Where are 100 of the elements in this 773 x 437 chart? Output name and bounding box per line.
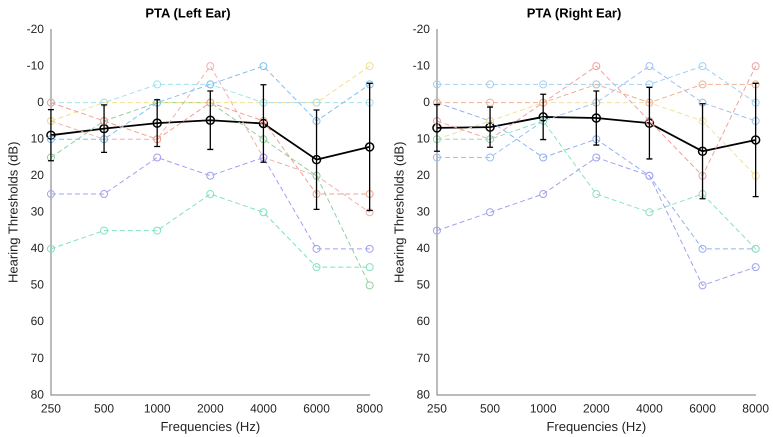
- point: [752, 116, 760, 125]
- point: [752, 263, 760, 272]
- point: [486, 208, 494, 216]
- y-tick-label: -10: [26, 58, 44, 72]
- point: [752, 98, 760, 107]
- point: [698, 116, 707, 125]
- point: [752, 172, 760, 180]
- y-tick-label: -20: [412, 22, 430, 36]
- y-tick-label: 20: [416, 168, 430, 182]
- x-tick-label: 500: [480, 402, 500, 416]
- point: [698, 146, 708, 156]
- point: [206, 172, 214, 180]
- point: [46, 244, 55, 253]
- y-tick-label: 60: [416, 314, 430, 328]
- x-tick-label: 8000: [356, 402, 384, 416]
- x-tick-label: 250: [426, 402, 448, 416]
- point: [366, 244, 374, 253]
- x-tick-label: 2000: [582, 402, 610, 416]
- point: [539, 190, 548, 198]
- chart-title: PTA (Right Ear): [526, 5, 622, 20]
- point: [46, 135, 55, 144]
- point: [153, 153, 162, 162]
- point: [432, 153, 441, 162]
- y-tick-label: 10: [416, 132, 430, 146]
- y-tick-label: 60: [30, 314, 44, 328]
- point: [645, 116, 654, 125]
- y-tick-label: 70: [416, 350, 430, 365]
- point: [100, 190, 108, 198]
- y-tick-label: 50: [30, 278, 44, 292]
- y-tick-label: 30: [30, 204, 44, 219]
- point: [485, 122, 495, 132]
- point: [206, 115, 216, 125]
- point: [539, 80, 548, 88]
- x-tick-label: 4000: [636, 402, 664, 416]
- y-tick-label: 10: [30, 132, 44, 146]
- point: [698, 190, 707, 198]
- point: [592, 153, 600, 162]
- x-tick-label: 6000: [303, 402, 330, 416]
- point: [100, 226, 108, 235]
- x-tick-label: 1000: [144, 402, 171, 416]
- point: [698, 62, 707, 70]
- point: [645, 80, 654, 88]
- point: [698, 172, 707, 180]
- point: [259, 62, 268, 70]
- y-tick-label: 0: [37, 94, 44, 109]
- chart-title: PTA (Left Ear): [145, 5, 231, 20]
- point: [750, 135, 760, 145]
- point: [46, 190, 55, 198]
- point: [592, 113, 602, 123]
- point: [592, 135, 600, 144]
- x-tick-label: 4000: [250, 402, 278, 416]
- x-tick-label: 2000: [196, 402, 224, 416]
- y-tick-label: -10: [412, 58, 430, 72]
- y-tick-label: 40: [416, 241, 430, 256]
- point: [539, 153, 548, 162]
- point: [752, 80, 760, 88]
- point: [258, 118, 268, 128]
- point: [312, 154, 322, 164]
- point: [698, 98, 707, 107]
- point: [259, 116, 268, 125]
- point: [432, 80, 441, 88]
- point: [698, 80, 707, 88]
- x-tick-label: 250: [40, 402, 62, 416]
- y-tick-label: 40: [30, 241, 44, 256]
- point: [366, 98, 374, 107]
- y-tick-label: 80: [30, 387, 44, 402]
- point: [645, 208, 654, 216]
- point: [486, 80, 494, 88]
- point: [592, 190, 600, 198]
- y-tick-label: 80: [416, 387, 430, 402]
- point: [312, 263, 321, 272]
- point: [153, 226, 162, 235]
- point: [645, 62, 654, 70]
- point: [259, 135, 268, 144]
- point: [698, 281, 707, 290]
- point: [206, 190, 214, 198]
- x-tick-label: 8000: [742, 402, 770, 416]
- x-tick-label: 1000: [530, 402, 557, 416]
- point: [366, 263, 374, 272]
- point: [432, 226, 441, 235]
- point: [366, 80, 374, 88]
- y-tick-label: 30: [416, 204, 430, 219]
- point: [99, 124, 109, 134]
- point: [486, 98, 494, 107]
- point: [312, 190, 321, 198]
- y-axis-title: Hearing Thresholds (dB): [391, 142, 406, 283]
- point: [486, 153, 494, 162]
- point: [698, 244, 707, 253]
- y-tick-label: 0: [423, 94, 430, 109]
- point: [366, 208, 374, 216]
- point: [432, 116, 441, 125]
- y-tick-label: 50: [416, 278, 430, 292]
- point: [206, 62, 214, 70]
- point: [432, 123, 442, 133]
- point: [46, 153, 55, 162]
- point: [364, 142, 374, 152]
- point: [538, 112, 548, 122]
- point: [644, 118, 654, 128]
- point: [259, 208, 268, 216]
- x-axis-title: Frequencies (Hz): [160, 418, 260, 434]
